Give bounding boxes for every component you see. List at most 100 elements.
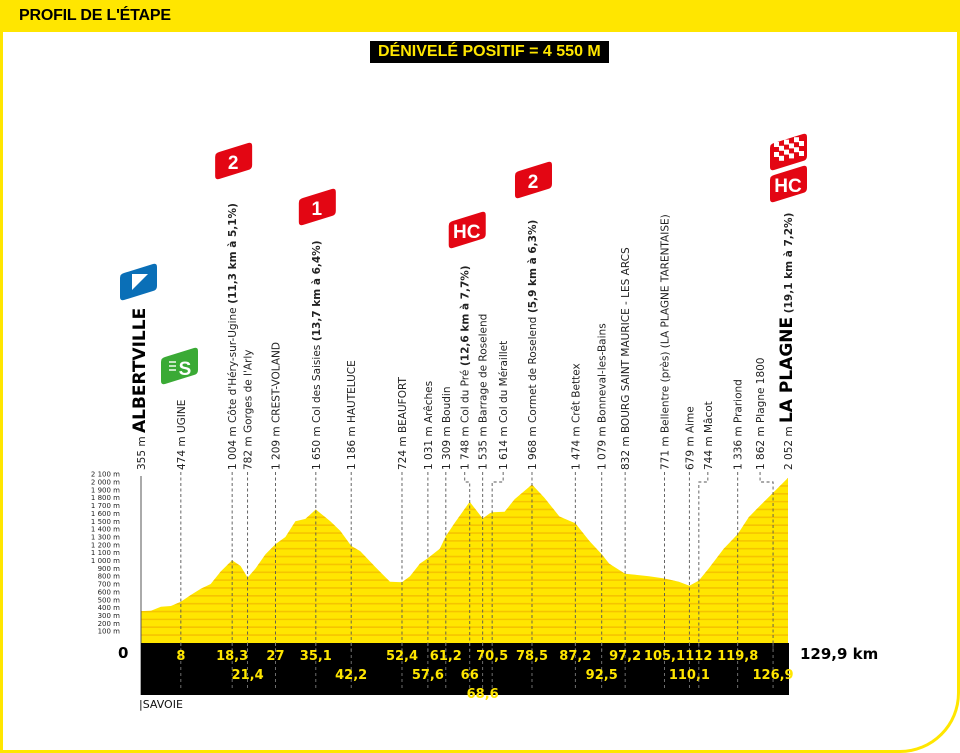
km-label: 87,2 xyxy=(559,649,591,664)
climb-category-label: 1 xyxy=(312,199,323,220)
waypoint-name: Aime xyxy=(684,406,696,433)
waypoint-altitude: 1 079 m xyxy=(597,423,609,470)
waypoint-name: Mâcot xyxy=(703,401,715,433)
waypoint-altitude: 1 748 m xyxy=(460,423,472,470)
climb-details: (13,7 km à 6,4%) xyxy=(311,240,323,344)
km-label: 112 xyxy=(685,649,712,664)
waypoint-name: BOURG SAINT MAURICE - LES ARCS xyxy=(620,247,632,433)
waypoint-name: Gorges de l'Arly xyxy=(243,350,255,434)
waypoint-label: 1 614 m Col du Méraillet xyxy=(498,341,510,470)
y-tick-label: 700 m xyxy=(98,581,121,589)
waypoint-name: Bellentre (près) (LA PLAGNE TARENTAISE) xyxy=(659,214,671,433)
waypoint-label: 1 535 m Barrage de Roselend xyxy=(478,314,490,470)
waypoint-name: CREST-VOLAND xyxy=(270,342,282,423)
km-label: 52,4 xyxy=(386,649,418,664)
waypoint-label: 1 031 m Arêches xyxy=(423,381,435,470)
waypoint-altitude: 832 m xyxy=(620,433,632,470)
waypoint-label: 1 650 m Col des Saisies (13,7 km à 6,4%) xyxy=(311,240,323,470)
waypoint-name: Cormet de Roselend xyxy=(527,317,539,423)
km-label: 110,1 xyxy=(669,668,710,683)
waypoint-altitude: 1 474 m xyxy=(570,423,582,470)
km-label: 8 xyxy=(176,649,185,664)
waypoint-name: Arêches xyxy=(423,381,435,423)
y-tick-label: 2 100 m xyxy=(91,471,120,479)
waypoint-label: 2 052 m LA PLAGNE (19,1 km à 7,2%) xyxy=(777,213,797,470)
waypoint-name: BEAUFORT xyxy=(397,377,409,434)
waypoint-guide-line xyxy=(464,472,471,651)
y-tick-label: 1 700 m xyxy=(91,502,120,510)
km-label: 119,8 xyxy=(717,649,758,664)
waypoint-label: 1 186 m HAUTELUCE xyxy=(346,360,358,470)
waypoint-altitude: 1 186 m xyxy=(346,423,358,470)
waypoint-altitude: 679 m xyxy=(684,433,696,470)
climb-category-badge xyxy=(215,142,253,180)
km-label: 18,3 xyxy=(216,649,248,664)
y-tick-label: 500 m xyxy=(98,596,121,604)
waypoint-altitude: 1 535 m xyxy=(478,423,490,470)
waypoint-name: Crêt Bettex xyxy=(570,363,582,423)
climb-category-label: 2 xyxy=(228,153,239,174)
waypoint-name: Col des Saisies xyxy=(311,345,323,423)
waypoint-name: Plagne 1800 xyxy=(755,358,767,424)
y-tick-label: 1 600 m xyxy=(91,510,120,518)
y-tick-label: 1 100 m xyxy=(91,549,120,557)
waypoint-altitude: 355 m xyxy=(136,433,148,470)
waypoint-altitude: 1 309 m xyxy=(441,423,453,470)
km-label: 57,6 xyxy=(412,668,444,683)
elevation-gain-banner: DÉNIVELÉ POSITIF = 4 550 M xyxy=(370,41,609,63)
waypoint-altitude: 771 m xyxy=(659,433,671,470)
start-play-icon xyxy=(132,274,148,290)
waypoint-name: Boudin xyxy=(441,387,453,424)
checkered-square xyxy=(799,151,804,156)
y-tick-label: 1 500 m xyxy=(91,518,120,526)
climb-details: (5,9 km à 6,3%) xyxy=(527,220,539,317)
waypoint-label: 1 968 m Cormet de Roselend (5,9 km à 6,3… xyxy=(527,220,539,470)
checkered-square xyxy=(794,147,799,153)
checkered-square xyxy=(774,152,779,157)
waypoint-label: 771 m Bellentre (près) (LA PLAGNE TARENT… xyxy=(659,214,671,470)
waypoint-label: 474 m UGINE xyxy=(176,400,188,470)
waypoint-name: Bonneval-les-Bains xyxy=(597,323,609,423)
km-label: 21,4 xyxy=(232,668,264,683)
climb-details: (11,3 km à 5,1%) xyxy=(227,203,239,307)
waypoint-name: HAUTELUCE xyxy=(346,360,358,423)
header-bar: PROFIL DE L'ÉTAPE xyxy=(0,0,960,32)
km-label: 105,1 xyxy=(644,649,685,664)
waypoint-guide-line xyxy=(759,472,774,651)
waypoint-label: 1 474 m Crêt Bettex xyxy=(570,363,582,470)
waypoint-label: 1 004 m Côte d'Héry-sur-Ugine (11,3 km à… xyxy=(227,203,239,470)
km-label: 35,1 xyxy=(300,649,332,664)
km-label: 97,2 xyxy=(609,649,641,664)
sprint-badge xyxy=(161,347,198,385)
waypoint-label: 679 m Aime xyxy=(684,406,696,470)
climb-category-label: HC xyxy=(453,222,481,243)
y-tick-label: 1 000 m xyxy=(91,557,120,565)
waypoint-altitude: 1 209 m xyxy=(270,423,282,470)
y-tick-label: 1 900 m xyxy=(91,486,120,494)
waypoint-name: Barrage de Roselend xyxy=(478,314,490,423)
checkered-square xyxy=(799,141,804,146)
waypoint-altitude: 1 004 m xyxy=(227,423,239,470)
y-tick-label: 1 300 m xyxy=(91,533,120,541)
waypoint-altitude: 2 052 m xyxy=(783,423,795,470)
checkered-square xyxy=(779,155,784,161)
y-tick-label: 300 m xyxy=(98,612,121,620)
waypoint-label: 1 862 m Plagne 1800 xyxy=(755,358,767,471)
checkered-square xyxy=(794,137,799,143)
waypoint-label: 355 m ALBERTVILLE xyxy=(130,308,150,470)
waypoint-label: 744 m Mâcot xyxy=(703,401,715,470)
km-label: 68,6 xyxy=(467,687,499,702)
waypoint-guide-line xyxy=(491,472,504,651)
waypoint-name: LA PLAGNE xyxy=(777,317,797,423)
waypoint-label: 832 m BOURG SAINT MAURICE - LES ARCS xyxy=(620,247,632,470)
waypoint-altitude: 724 m xyxy=(397,433,409,470)
waypoint-label: 1 079 m Bonneval-les-Bains xyxy=(597,323,609,470)
km-label: 92,5 xyxy=(586,668,618,683)
sprint-badge-label: S xyxy=(179,359,192,380)
km-bar xyxy=(141,643,789,695)
climb-category-badge xyxy=(448,211,486,249)
climb-category-badge xyxy=(770,165,807,203)
km-label: 126,9 xyxy=(752,668,793,683)
